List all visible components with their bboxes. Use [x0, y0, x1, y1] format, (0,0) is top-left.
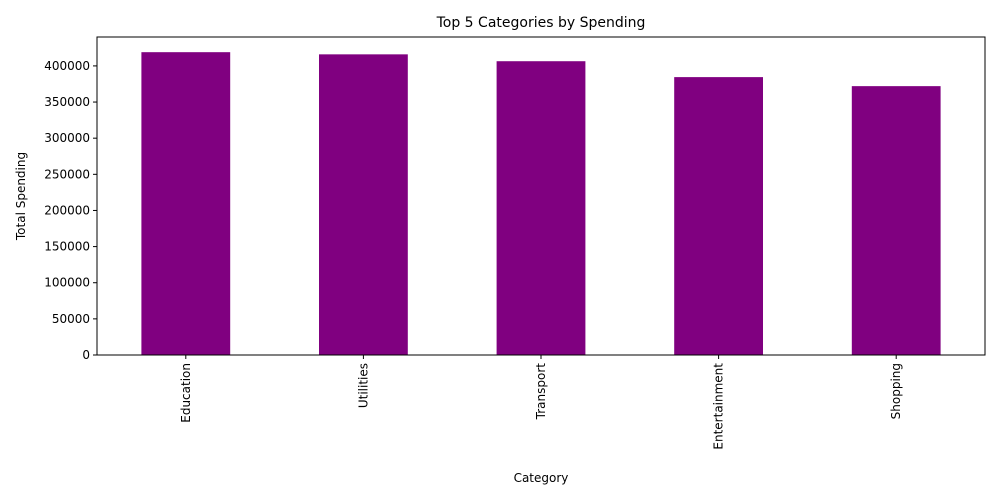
- y-tick-label: 150000: [44, 240, 90, 254]
- y-tick-label: 0: [82, 348, 90, 362]
- bar-education: [141, 52, 231, 355]
- x-tick-label: Education: [179, 363, 193, 423]
- y-tick-label: 300000: [44, 131, 90, 145]
- x-tick-label: Utilities: [356, 363, 370, 408]
- y-axis-ticks: 0 50000 100000 150000 200000 250000 300000 3500…: [44, 59, 97, 362]
- y-tick-label: 200000: [44, 203, 90, 217]
- x-tick-label: Shopping: [889, 363, 903, 419]
- x-axis-ticks: Education Utilities Transport Entertainment…: [179, 355, 903, 450]
- bar-utilities: [319, 54, 408, 355]
- bar-shopping: [851, 86, 941, 356]
- y-axis-label: Total Spending: [14, 152, 28, 241]
- y-tick-label: 250000: [44, 167, 90, 181]
- bar-entertainment: [674, 77, 763, 356]
- x-tick-label: Transport: [534, 363, 548, 421]
- y-tick-label: 100000: [44, 276, 90, 290]
- bars-layer: [141, 52, 941, 356]
- y-tick-label: 400000: [44, 59, 90, 73]
- x-tick-label: Entertainment: [712, 363, 726, 450]
- chart-title: Top 5 Categories by Spending: [436, 15, 646, 31]
- x-axis-label: Category: [514, 471, 569, 485]
- bar-transport: [496, 61, 586, 355]
- y-tick-label: 50000: [52, 312, 90, 326]
- y-tick-label: 350000: [44, 95, 90, 109]
- plot-frame: [96, 36, 986, 356]
